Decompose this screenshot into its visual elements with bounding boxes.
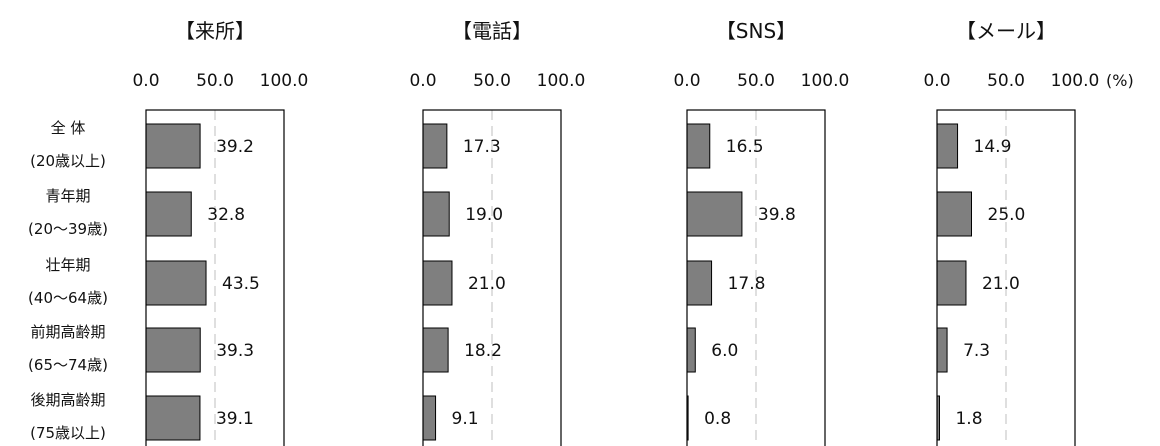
category-label-sub: (65～74歳) xyxy=(28,356,108,374)
data-label: 17.3 xyxy=(463,137,501,157)
data-label: 19.0 xyxy=(465,205,503,225)
bar xyxy=(422,123,448,169)
panel-title: 【SNS】 xyxy=(716,19,796,43)
bar xyxy=(936,260,967,306)
data-label: 1.8 xyxy=(955,409,982,429)
data-label: 21.0 xyxy=(982,274,1020,294)
panel-title: 【電話】 xyxy=(452,19,532,43)
bar xyxy=(145,191,192,237)
data-label: 21.0 xyxy=(468,274,506,294)
category-label: 後期高齢期 xyxy=(30,391,105,409)
category-label-sub: (75歳以上) xyxy=(30,424,106,442)
bar xyxy=(145,327,201,373)
panel-title: 【メール】 xyxy=(956,19,1056,43)
bar xyxy=(145,260,207,306)
tick-label: 50.0 xyxy=(737,71,775,91)
tick-label: 0.0 xyxy=(923,71,950,91)
bar xyxy=(686,191,743,237)
plot-frame xyxy=(145,109,285,446)
bar xyxy=(422,260,453,306)
category-label-sub: (20歳以上) xyxy=(30,152,106,170)
panel-title: 【来所】 xyxy=(175,19,255,43)
category-label: 壮年期 xyxy=(45,256,90,274)
data-label: 14.9 xyxy=(974,137,1012,157)
data-label: 32.8 xyxy=(207,205,245,225)
data-label: 43.5 xyxy=(222,274,260,294)
plot-frame xyxy=(686,109,826,446)
tick-label: 0.0 xyxy=(673,71,700,91)
bar xyxy=(936,123,959,169)
plot-frame xyxy=(422,109,562,446)
category-label-sub: (40～64歳) xyxy=(28,289,108,307)
data-label: 17.8 xyxy=(728,274,766,294)
tick-label: 0.0 xyxy=(132,71,159,91)
tick-label: 0.0 xyxy=(409,71,436,91)
bar xyxy=(145,395,201,441)
tick-label: 100.0 xyxy=(260,71,309,91)
bar xyxy=(686,123,711,169)
unit-label: (%) xyxy=(1106,71,1134,90)
data-label: 39.2 xyxy=(216,137,254,157)
category-label: 全 体 xyxy=(51,119,86,137)
data-label: 18.2 xyxy=(464,341,502,361)
data-label: 9.1 xyxy=(452,409,479,429)
tick-label: 100.0 xyxy=(1051,71,1100,91)
data-label: 6.0 xyxy=(711,341,738,361)
tick-label: 50.0 xyxy=(473,71,511,91)
bar xyxy=(422,395,437,441)
bar xyxy=(422,191,450,237)
category-label: 前期高齢期 xyxy=(30,323,105,341)
bar xyxy=(686,260,713,306)
data-label: 39.8 xyxy=(758,205,796,225)
category-label-sub: (20～39歳) xyxy=(28,220,108,238)
data-label: 39.3 xyxy=(216,341,254,361)
data-label: 16.5 xyxy=(726,137,764,157)
tick-label: 100.0 xyxy=(801,71,850,91)
bar xyxy=(145,123,201,169)
bar xyxy=(936,191,972,237)
data-label: 39.1 xyxy=(216,409,254,429)
data-label: 7.3 xyxy=(963,341,990,361)
data-label: 25.0 xyxy=(988,205,1026,225)
bar xyxy=(936,327,948,373)
data-label: 0.8 xyxy=(704,409,731,429)
plot-frame xyxy=(936,109,1076,446)
bar xyxy=(686,327,696,373)
category-label: 青年期 xyxy=(45,187,90,205)
tick-label: 50.0 xyxy=(196,71,234,91)
tick-label: 100.0 xyxy=(537,71,586,91)
tick-label: 50.0 xyxy=(987,71,1025,91)
bar xyxy=(422,327,449,373)
